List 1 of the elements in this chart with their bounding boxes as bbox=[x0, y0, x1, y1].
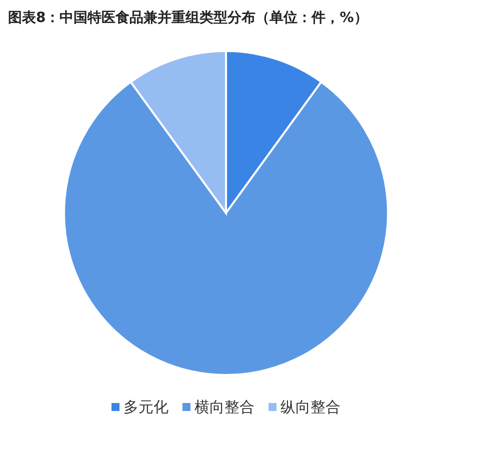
title: 图表8：中国特医食品兼并重组类型分布（单位：件，%） bbox=[8, 10, 368, 26]
